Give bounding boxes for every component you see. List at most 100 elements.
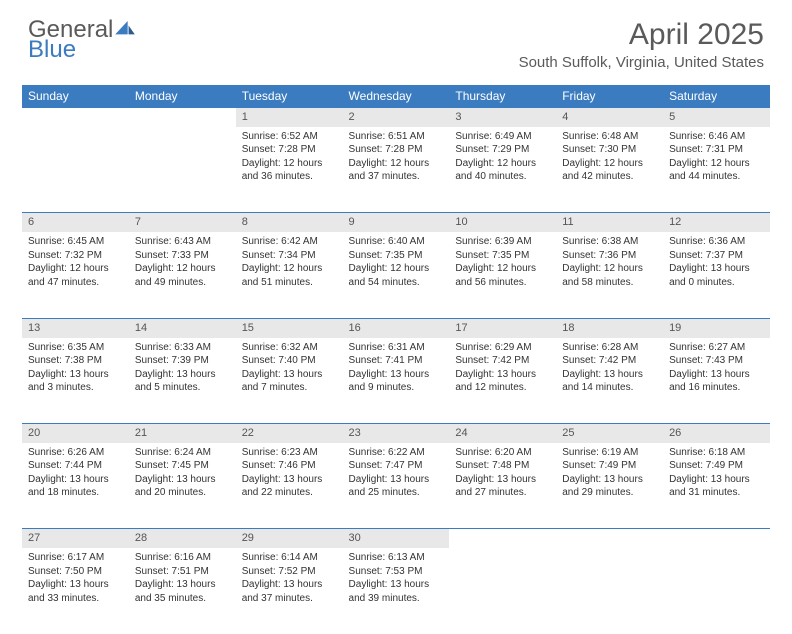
sunset-line: Sunset: 7:33 PM [135,249,230,263]
daylight-line: Daylight: 13 hours and 14 minutes. [562,368,657,395]
day-number: 2 [343,108,450,127]
day-cell: Sunrise: 6:18 AMSunset: 7:49 PMDaylight:… [663,443,770,529]
sunrise-line: Sunrise: 6:22 AM [349,446,444,460]
empty-day-number [556,529,663,548]
day-cell: Sunrise: 6:19 AMSunset: 7:49 PMDaylight:… [556,443,663,529]
weekday-header: Friday [556,85,663,108]
day-content-row: Sunrise: 6:26 AMSunset: 7:44 PMDaylight:… [22,443,770,529]
empty-day-number [129,108,236,127]
day-number: 22 [236,424,343,443]
daylight-line: Daylight: 13 hours and 29 minutes. [562,473,657,500]
day-cell: Sunrise: 6:24 AMSunset: 7:45 PMDaylight:… [129,443,236,529]
sunrise-line: Sunrise: 6:40 AM [349,235,444,249]
daylight-line: Daylight: 12 hours and 40 minutes. [455,157,550,184]
day-cell: Sunrise: 6:45 AMSunset: 7:32 PMDaylight:… [22,232,129,318]
day-cell: Sunrise: 6:46 AMSunset: 7:31 PMDaylight:… [663,127,770,213]
day-cell: Sunrise: 6:22 AMSunset: 7:47 PMDaylight:… [343,443,450,529]
sunrise-line: Sunrise: 6:51 AM [349,130,444,144]
sunset-line: Sunset: 7:49 PM [669,459,764,473]
daylight-line: Daylight: 12 hours and 37 minutes. [349,157,444,184]
day-number: 4 [556,108,663,127]
empty-day-cell [663,548,770,634]
empty-day-number [449,529,556,548]
sunrise-line: Sunrise: 6:36 AM [669,235,764,249]
month-title: April 2025 [519,18,764,52]
day-cell: Sunrise: 6:52 AMSunset: 7:28 PMDaylight:… [236,127,343,213]
sunrise-line: Sunrise: 6:17 AM [28,551,123,565]
sunset-line: Sunset: 7:36 PM [562,249,657,263]
day-number-row: 12345 [22,108,770,127]
sunset-line: Sunset: 7:41 PM [349,354,444,368]
sunset-line: Sunset: 7:40 PM [242,354,337,368]
empty-day-cell [22,127,129,213]
header: GeneralBlue April 2025 South Suffolk, Vi… [0,0,792,79]
sunrise-line: Sunrise: 6:45 AM [28,235,123,249]
sunrise-line: Sunrise: 6:35 AM [28,341,123,355]
day-cell: Sunrise: 6:32 AMSunset: 7:40 PMDaylight:… [236,338,343,424]
calendar-table: SundayMondayTuesdayWednesdayThursdayFrid… [22,85,770,634]
sunset-line: Sunset: 7:50 PM [28,565,123,579]
sunset-line: Sunset: 7:28 PM [242,143,337,157]
daylight-line: Daylight: 13 hours and 20 minutes. [135,473,230,500]
sunset-line: Sunset: 7:34 PM [242,249,337,263]
empty-day-cell [129,127,236,213]
sunrise-line: Sunrise: 6:13 AM [349,551,444,565]
day-content-row: Sunrise: 6:17 AMSunset: 7:50 PM Daylight:… [22,548,770,634]
sunset-line: Sunset: 7:38 PM [28,354,123,368]
day-cell: Sunrise: 6:35 AMSunset: 7:38 PMDaylight:… [22,338,129,424]
sunset-line: Sunset: 7:29 PM [455,143,550,157]
sunset-line: Sunset: 7:39 PM [135,354,230,368]
day-cell: Sunrise: 6:33 AMSunset: 7:39 PMDaylight:… [129,338,236,424]
sunset-line: Sunset: 7:49 PM [562,459,657,473]
sunrise-line: Sunrise: 6:20 AM [455,446,550,460]
daylight-line: Daylight: 13 hours and 5 minutes. [135,368,230,395]
sunrise-line: Sunrise: 6:19 AM [562,446,657,460]
daylight-line: Daylight: 12 hours and 44 minutes. [669,157,764,184]
day-number: 16 [343,318,450,337]
day-content-row: Sunrise: 6:35 AMSunset: 7:38 PM Daylight:… [22,338,770,424]
day-number: 8 [236,213,343,232]
title-block: April 2025 South Suffolk, Virginia, Unit… [519,18,764,71]
empty-day-number [22,108,129,127]
sunset-line: Sunset: 7:35 PM [455,249,550,263]
weekday-header-row: SundayMondayTuesdayWednesdayThursdayFrid… [22,85,770,108]
empty-day-cell [449,548,556,634]
daylight-line: Daylight: 13 hours and 39 minutes. [349,578,444,605]
daylight-line: Daylight: 12 hours and 42 minutes. [562,157,657,184]
logo-sail-icon [115,21,135,37]
day-number: 30 [343,529,450,548]
sunrise-line: Sunrise: 6:33 AM [135,341,230,355]
daylight-line: Daylight: 13 hours and 22 minutes. [242,473,337,500]
day-cell: Sunrise: 6:36 AMSunset: 7:37 PMDaylight:… [663,232,770,318]
day-number: 24 [449,424,556,443]
day-number: 6 [22,213,129,232]
daylight-line: Daylight: 13 hours and 12 minutes. [455,368,550,395]
sunrise-line: Sunrise: 6:16 AM [135,551,230,565]
day-cell: Sunrise: 6:17 AMSunset: 7:50 PMDaylight:… [22,548,129,634]
day-number: 28 [129,529,236,548]
day-content-row: Sunrise: 6:45 AMSunset: 7:32 PMDaylight:… [22,232,770,318]
daylight-line: Daylight: 12 hours and 54 minutes. [349,262,444,289]
day-cell: Sunrise: 6:40 AMSunset: 7:35 PMDaylight:… [343,232,450,318]
day-number: 3 [449,108,556,127]
sunset-line: Sunset: 7:28 PM [349,143,444,157]
sunset-line: Sunset: 7:30 PM [562,143,657,157]
day-cell: Sunrise: 6:29 AMSunset: 7:42 PMDaylight:… [449,338,556,424]
day-cell: Sunrise: 6:31 AMSunset: 7:41 PMDaylight:… [343,338,450,424]
sunrise-line: Sunrise: 6:48 AM [562,130,657,144]
weekday-header: Wednesday [343,85,450,108]
daylight-line: Daylight: 12 hours and 47 minutes. [28,262,123,289]
day-cell: Sunrise: 6:48 AMSunset: 7:30 PMDaylight:… [556,127,663,213]
weekday-header: Thursday [449,85,556,108]
sunset-line: Sunset: 7:32 PM [28,249,123,263]
sunrise-line: Sunrise: 6:46 AM [669,130,764,144]
day-number: 7 [129,213,236,232]
day-number: 19 [663,318,770,337]
empty-day-number [663,529,770,548]
day-cell: Sunrise: 6:51 AMSunset: 7:28 PMDaylight:… [343,127,450,213]
daylight-line: Daylight: 13 hours and 25 minutes. [349,473,444,500]
day-number: 10 [449,213,556,232]
day-number: 17 [449,318,556,337]
sunset-line: Sunset: 7:51 PM [135,565,230,579]
weekday-header: Monday [129,85,236,108]
